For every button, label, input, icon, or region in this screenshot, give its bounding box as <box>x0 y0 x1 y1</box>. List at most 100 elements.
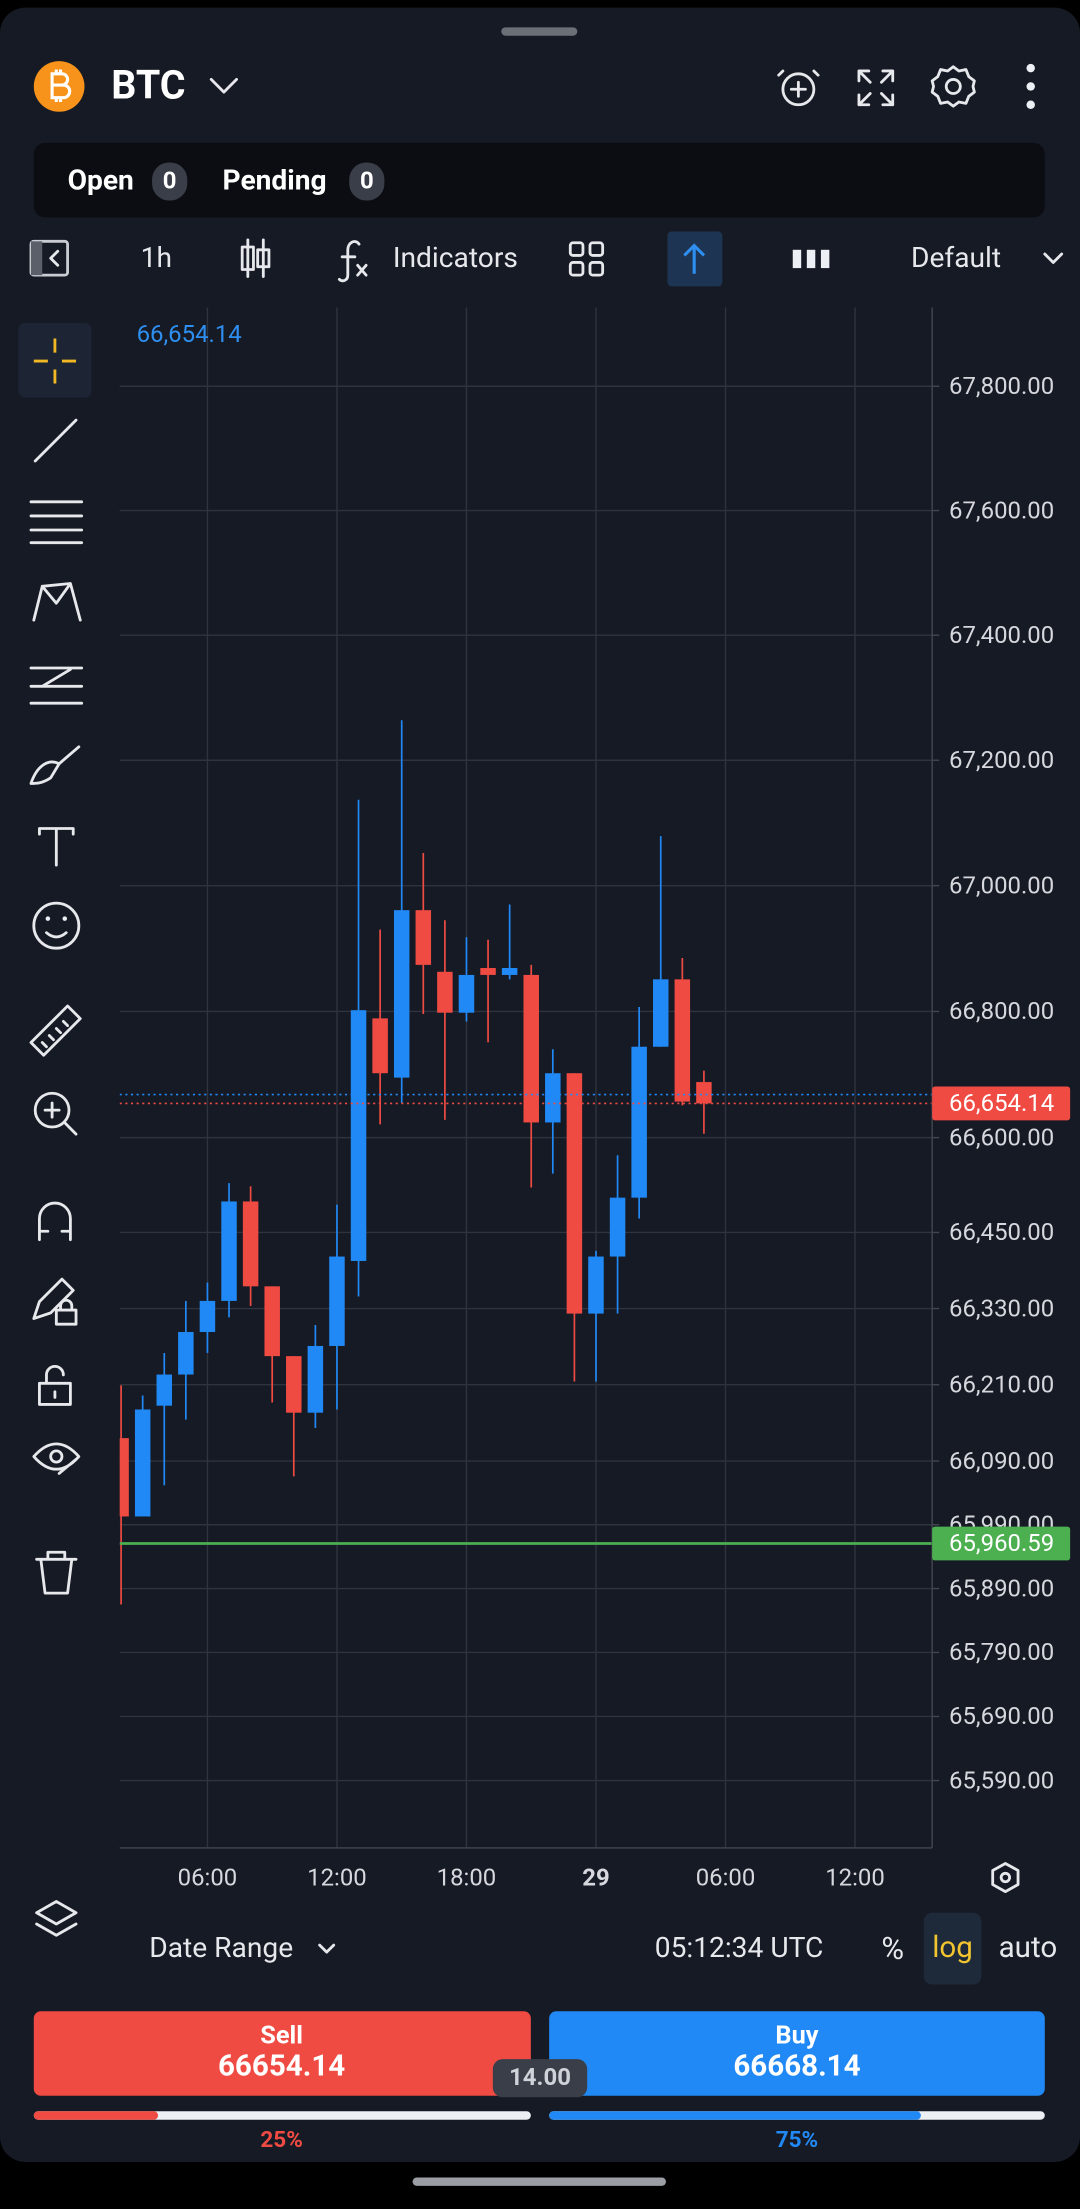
y-tick-label: 66,450.00 <box>949 1218 1054 1246</box>
template[interactable]: Default <box>911 241 1001 274</box>
candle-body <box>156 1374 173 1406</box>
candle-body <box>588 1256 604 1314</box>
pending-count: 0 <box>360 167 374 195</box>
eye <box>62 916 68 921</box>
y-tick-label: 66,800.00 <box>949 997 1054 1025</box>
fib-tool[interactable] <box>29 500 84 545</box>
percent-toggle[interactable]: % <box>881 1930 904 1967</box>
magnet-tool[interactable] <box>38 1201 72 1242</box>
visibility-tool[interactable] <box>32 1442 81 1475</box>
candle-body <box>501 968 518 975</box>
layout-grid-icon[interactable] <box>568 241 605 277</box>
candle-body <box>609 1197 626 1257</box>
ruler-tool[interactable] <box>29 1004 82 1057</box>
date-range-chevron[interactable] <box>318 1943 336 1954</box>
buy-button[interactable] <box>549 2011 1045 2096</box>
gear-outline <box>930 65 976 108</box>
sentiment-bar <box>33 2111 159 2120</box>
lens <box>33 1091 71 1129</box>
indicators[interactable]: Indicators <box>393 241 518 274</box>
fullscreen-icon[interactable] <box>857 69 895 107</box>
clock: 05:12:34 UTC <box>655 1931 824 1964</box>
zoom-tool[interactable] <box>33 1091 78 1136</box>
btc-glyph <box>50 69 72 102</box>
log-toggle-bg <box>923 1912 982 1985</box>
panel-toggle[interactable] <box>29 239 69 277</box>
pattern-tool[interactable] <box>32 582 82 622</box>
face <box>32 901 81 950</box>
bars-icon[interactable] <box>792 249 830 269</box>
menu-icon[interactable] <box>1026 63 1035 109</box>
text-tool[interactable] <box>38 827 75 867</box>
symbol-chevron[interactable] <box>209 78 238 94</box>
crosshair-price: 66,654.14 <box>137 320 242 348</box>
candle-body <box>458 974 475 1013</box>
settings-icon[interactable] <box>930 65 976 108</box>
lock-drawings-tool[interactable] <box>32 1277 78 1326</box>
chart-type-icon[interactable] <box>240 238 271 278</box>
y-tick-label: 67,200.00 <box>949 746 1054 774</box>
sell-sentiment-label: 25% <box>260 2127 302 2153</box>
emoji-tool[interactable] <box>32 901 81 950</box>
unlock-tool[interactable] <box>38 1365 72 1406</box>
plot <box>119 720 933 1605</box>
pending-label[interactable]: Pending <box>222 164 326 197</box>
interval[interactable]: 1h <box>141 241 172 274</box>
eye <box>45 916 51 921</box>
y-tick-label: 67,000.00 <box>949 871 1054 899</box>
y-tick-label: 66,210.00 <box>949 1370 1054 1398</box>
candle-body <box>199 1300 216 1333</box>
fx-icon[interactable] <box>337 240 368 283</box>
sell-label: Sell <box>260 2020 303 2050</box>
dot <box>1026 82 1035 91</box>
x-tick-label: 29 <box>582 1863 609 1891</box>
price-label: 66,654.14 <box>949 1089 1054 1117</box>
dot <box>1026 100 1035 109</box>
cell <box>588 261 605 277</box>
axis-settings-dot <box>999 1871 1012 1884</box>
home-indicator <box>412 2177 667 2186</box>
tool-selected-bg <box>18 323 92 398</box>
lens-marks <box>43 1101 78 1136</box>
symbol[interactable]: BTC <box>111 61 185 108</box>
template-chevron[interactable] <box>1043 252 1064 264</box>
y-tick-label: 66,330.00 <box>949 1294 1054 1322</box>
alarm-circle <box>781 72 816 107</box>
auto-toggle[interactable]: auto <box>999 1931 1058 1965</box>
x-tick-label: 12:00 <box>307 1863 367 1891</box>
panel-side <box>30 241 43 276</box>
trendline-tool[interactable] <box>33 418 78 463</box>
alarm-icon[interactable] <box>777 69 820 107</box>
layers-icon[interactable] <box>35 1900 78 1937</box>
delete-tool[interactable] <box>35 1550 78 1595</box>
candle-body <box>393 910 410 1078</box>
candle-body <box>415 910 432 965</box>
date-range[interactable]: Date Range <box>149 1931 293 1964</box>
x-tick-label: 18:00 <box>437 1863 497 1891</box>
sell-button[interactable] <box>33 2011 531 2096</box>
projection-tool[interactable] <box>29 666 84 705</box>
crosshair-tool[interactable] <box>33 338 77 384</box>
candle-body <box>545 1073 561 1123</box>
y-tick-label: 67,600.00 <box>949 496 1054 524</box>
axis-settings[interactable] <box>991 1862 1020 1894</box>
candle-body <box>221 1201 237 1301</box>
candle-body <box>480 968 496 975</box>
eye-pupil <box>49 1449 64 1464</box>
gear-center <box>944 78 962 95</box>
sentiment-bar <box>549 2111 921 2120</box>
y-tick-label: 65,690.00 <box>949 1702 1054 1730</box>
open-badge <box>152 162 188 201</box>
bar-glyph <box>792 249 802 269</box>
grid <box>119 307 933 1848</box>
trade-arrow <box>683 243 706 274</box>
y-tick-label: 66,090.00 <box>949 1447 1054 1475</box>
log-toggle[interactable]: log <box>932 1931 973 1965</box>
y-tick-label: 65,590.00 <box>949 1766 1054 1794</box>
y-tick-label: 65,790.00 <box>949 1638 1054 1666</box>
brush-tool[interactable] <box>29 745 81 785</box>
open-label[interactable]: Open <box>68 164 134 197</box>
candle-body <box>329 1256 345 1346</box>
